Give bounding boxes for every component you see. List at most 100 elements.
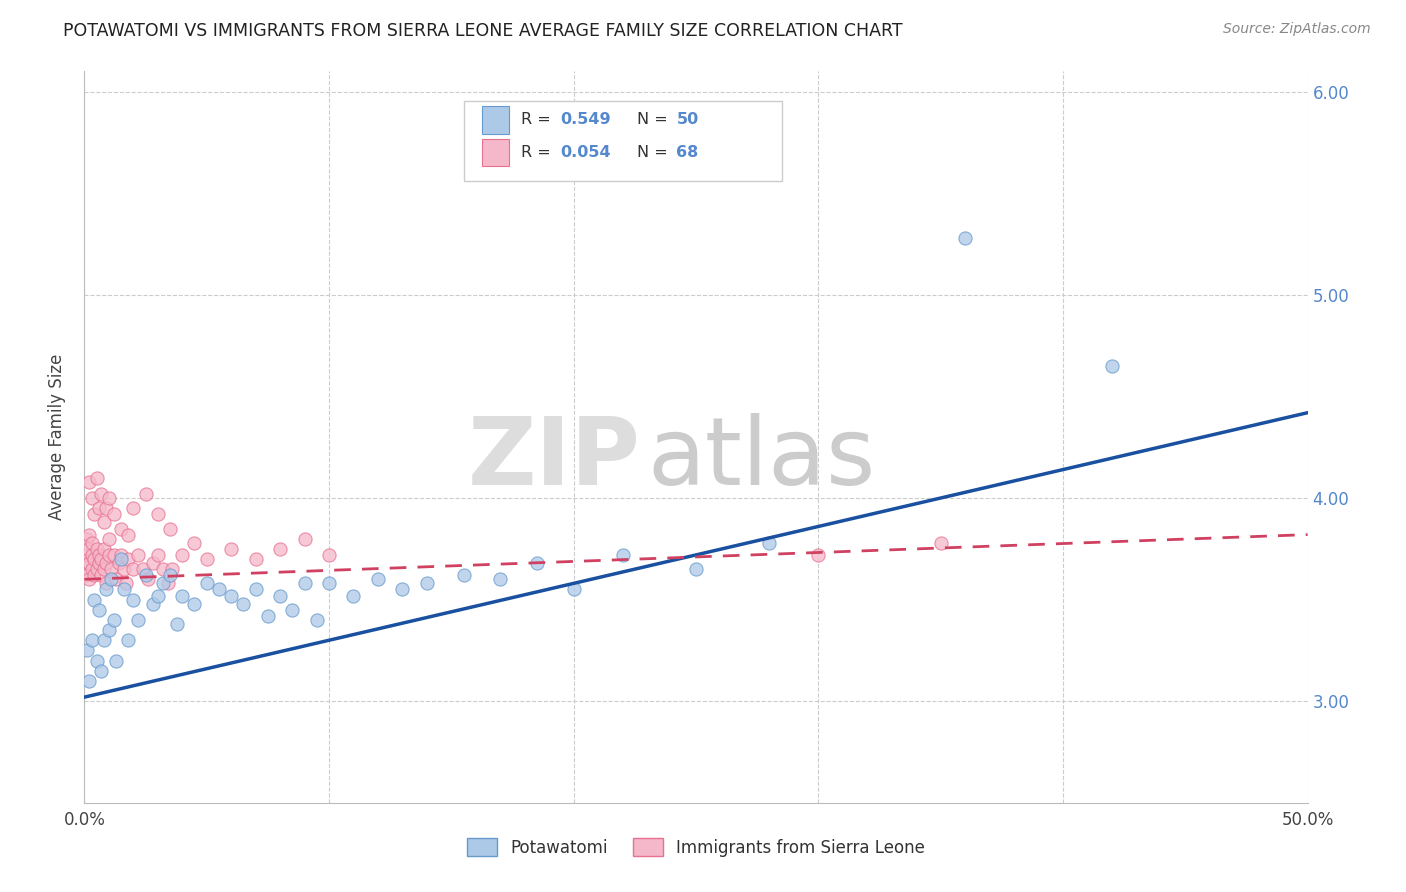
Point bbox=[305, 613, 328, 627]
Point bbox=[245, 582, 267, 597]
Point bbox=[195, 552, 218, 566]
Point bbox=[75, 568, 97, 582]
Point bbox=[87, 548, 110, 562]
Point bbox=[90, 487, 112, 501]
Point bbox=[127, 613, 149, 627]
Point bbox=[110, 552, 132, 566]
Point bbox=[77, 541, 100, 556]
Point bbox=[135, 487, 157, 501]
Point bbox=[172, 589, 194, 603]
Point bbox=[83, 568, 105, 582]
Point bbox=[76, 556, 98, 570]
Y-axis label: Average Family Size: Average Family Size bbox=[48, 354, 66, 520]
Point bbox=[294, 576, 316, 591]
Point bbox=[103, 613, 125, 627]
Point bbox=[146, 589, 169, 603]
Text: R =: R = bbox=[522, 112, 555, 128]
Point bbox=[142, 597, 165, 611]
Point bbox=[208, 582, 231, 597]
Point bbox=[77, 527, 100, 541]
Point bbox=[166, 617, 188, 632]
Point bbox=[96, 501, 118, 516]
Point bbox=[96, 576, 118, 591]
Point bbox=[100, 572, 122, 586]
Point bbox=[80, 548, 103, 562]
Point bbox=[269, 541, 291, 556]
Point bbox=[159, 568, 181, 582]
Point bbox=[97, 491, 120, 505]
Point bbox=[183, 597, 205, 611]
Point bbox=[103, 548, 125, 562]
Point bbox=[112, 562, 135, 576]
Point bbox=[294, 532, 316, 546]
Point bbox=[281, 603, 304, 617]
Point bbox=[96, 556, 118, 570]
Point bbox=[136, 572, 159, 586]
Point bbox=[257, 608, 280, 623]
Point bbox=[156, 576, 179, 591]
Point bbox=[83, 552, 105, 566]
Point bbox=[172, 548, 194, 562]
Point bbox=[416, 576, 439, 591]
Text: POTAWATOMI VS IMMIGRANTS FROM SIERRA LEONE AVERAGE FAMILY SIZE CORRELATION CHART: POTAWATOMI VS IMMIGRANTS FROM SIERRA LEO… bbox=[63, 22, 903, 40]
Point bbox=[87, 556, 110, 570]
Point bbox=[142, 556, 165, 570]
Point bbox=[183, 535, 205, 549]
Point bbox=[110, 521, 132, 535]
Point bbox=[318, 548, 340, 562]
Point bbox=[152, 576, 174, 591]
Point bbox=[83, 508, 105, 522]
Point bbox=[146, 508, 169, 522]
Point bbox=[146, 548, 169, 562]
Point bbox=[117, 527, 139, 541]
Point bbox=[105, 654, 128, 668]
Point bbox=[90, 664, 112, 678]
Point bbox=[953, 231, 976, 245]
Text: Source: ZipAtlas.com: Source: ZipAtlas.com bbox=[1223, 22, 1371, 37]
Point bbox=[159, 521, 181, 535]
Point bbox=[453, 568, 475, 582]
Point bbox=[96, 582, 118, 597]
Point bbox=[76, 532, 98, 546]
Point bbox=[758, 535, 780, 549]
Text: 50: 50 bbox=[676, 112, 699, 128]
Point bbox=[195, 576, 218, 591]
Point bbox=[76, 548, 98, 562]
Point bbox=[526, 556, 548, 570]
Point bbox=[93, 562, 115, 576]
Point bbox=[105, 572, 128, 586]
Point bbox=[83, 592, 105, 607]
Text: ZIP: ZIP bbox=[468, 413, 641, 505]
Text: 0.549: 0.549 bbox=[560, 112, 610, 128]
Point bbox=[93, 633, 115, 648]
Point bbox=[90, 568, 112, 582]
Text: 68: 68 bbox=[676, 145, 699, 160]
Point bbox=[232, 597, 254, 611]
Point bbox=[97, 623, 120, 637]
Point bbox=[245, 552, 267, 566]
Point bbox=[87, 501, 110, 516]
Point bbox=[80, 535, 103, 549]
Point bbox=[562, 582, 585, 597]
Point bbox=[685, 562, 707, 576]
Point bbox=[86, 541, 108, 556]
Text: N =: N = bbox=[637, 112, 673, 128]
Point bbox=[80, 562, 103, 576]
Text: atlas: atlas bbox=[647, 413, 876, 505]
Point bbox=[929, 535, 952, 549]
Point bbox=[86, 562, 108, 576]
Text: R =: R = bbox=[522, 145, 555, 160]
FancyBboxPatch shape bbox=[464, 101, 782, 181]
Text: 0.054: 0.054 bbox=[560, 145, 610, 160]
Point bbox=[162, 562, 184, 576]
Point bbox=[219, 541, 242, 556]
Point bbox=[77, 556, 100, 570]
Point bbox=[122, 562, 145, 576]
Point bbox=[100, 562, 122, 576]
Point bbox=[93, 516, 115, 530]
Point bbox=[112, 582, 135, 597]
Point bbox=[77, 475, 100, 489]
Point bbox=[1101, 359, 1123, 373]
Point bbox=[97, 532, 120, 546]
Point bbox=[391, 582, 413, 597]
